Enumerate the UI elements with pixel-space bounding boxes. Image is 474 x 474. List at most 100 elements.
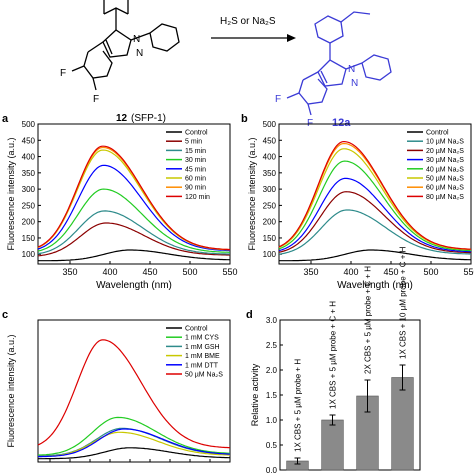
x-tick-label: 500 bbox=[423, 267, 438, 277]
series-line-1 bbox=[37, 416, 230, 456]
category-label: 1X CBS + 10 µM probe + C + H bbox=[399, 246, 408, 359]
x-tick-label: 350 bbox=[62, 267, 77, 277]
reactant-n1: N bbox=[133, 34, 140, 45]
y-tick-label: 2.5 bbox=[266, 341, 278, 350]
panel-b-spectra: 100 150 200 250 300 350 400 450 500 350 400 450 500 5… bbox=[247, 120, 474, 291]
reactant-structure bbox=[71, 0, 180, 91]
y-axis-label: Fluorescence intensity (a.u.) bbox=[6, 137, 16, 250]
reactant-f1: F bbox=[60, 68, 66, 79]
series-line-2 bbox=[278, 191, 471, 254]
y-tick-label: 300 bbox=[263, 185, 277, 194]
panel-label-a: a bbox=[2, 113, 9, 125]
x-axis-label: Wavelength (nm) bbox=[337, 280, 413, 291]
legend-entry: 30 min bbox=[185, 157, 206, 164]
x-axis-label: Wavelength (nm) bbox=[96, 280, 172, 291]
product-n1: N bbox=[348, 64, 355, 75]
bar-1 bbox=[321, 419, 344, 471]
legend-entry: 20 µM Na₂S bbox=[426, 148, 464, 155]
series-line-7 bbox=[278, 141, 471, 250]
series-line-7 bbox=[37, 145, 231, 251]
arrowhead-icon bbox=[287, 34, 296, 42]
legend-entry: 15 min bbox=[185, 148, 206, 155]
y-axis-label: Relative activity bbox=[250, 363, 260, 426]
y-tick-label: 500 bbox=[263, 120, 277, 129]
legend-entry: 50 µM Na₂S bbox=[185, 372, 223, 379]
y-tick-label: 350 bbox=[263, 169, 277, 178]
y-tick-label: 200 bbox=[263, 218, 277, 227]
category-label: 1X CBS + 5 µM probe + H bbox=[294, 359, 303, 452]
plot-frame bbox=[37, 123, 231, 265]
panel-d-bar-chart: 0.0 0.5 1.0 1.5 2.0 2.5 3.0 Relative activity 1X… bbox=[250, 246, 421, 474]
x-tick-label: 500 bbox=[182, 267, 197, 277]
series-line-1 bbox=[278, 209, 471, 255]
category-label: 1X CBS + 5 µM probe + C + H bbox=[329, 301, 338, 409]
product-label: 12a bbox=[332, 117, 351, 129]
series-line-4 bbox=[37, 164, 231, 252]
x-tick-label: 450 bbox=[142, 267, 157, 277]
y-tick-label: 250 bbox=[263, 201, 277, 210]
y-tick-label: 100 bbox=[263, 250, 277, 259]
panel-a-spectra: 100 150 200 250 300 350 400 450 500 350 400 450 500 5… bbox=[6, 120, 238, 291]
x-tick-label: 400 bbox=[343, 267, 358, 277]
series-line-4 bbox=[38, 428, 230, 458]
legend-entry: Control bbox=[185, 326, 208, 333]
legend-entry: 90 min bbox=[185, 185, 206, 192]
panel-c-spectra: Fluorescence intensity (a.u.) Control 1 mM… bbox=[6, 319, 231, 463]
legend-entry: 50 µM Na₂S bbox=[426, 176, 464, 183]
legend-entry: 80 µM Na₂S bbox=[426, 194, 464, 201]
y-tick-label: 150 bbox=[263, 234, 277, 243]
y-tick-label: 350 bbox=[22, 169, 36, 178]
legend-entry: 120 min bbox=[185, 194, 210, 201]
series-line-2 bbox=[37, 210, 230, 255]
y-tick-label: 1.5 bbox=[266, 391, 278, 400]
series-line-0 bbox=[38, 447, 230, 460]
series-line-5 bbox=[37, 339, 231, 449]
y-tick-label: 2.0 bbox=[266, 366, 278, 375]
legend-entry: 40 µM Na₂S bbox=[426, 166, 464, 173]
reactant-name: (SFP-1) bbox=[131, 113, 166, 124]
plot-frame bbox=[37, 319, 231, 463]
legend-entry: Control bbox=[426, 130, 449, 137]
x-tick-label: 550 bbox=[222, 267, 237, 277]
product-structure bbox=[286, 11, 392, 116]
x-tick-label: 450 bbox=[383, 267, 398, 277]
y-tick-label: 400 bbox=[22, 153, 36, 162]
legend-entry: 60 min bbox=[185, 176, 206, 183]
bar-3 bbox=[391, 377, 414, 471]
series-line-4 bbox=[278, 160, 472, 252]
series-line-3 bbox=[37, 188, 230, 253]
y-axis-label: Fluorescence intensity (a.u.) bbox=[6, 334, 16, 447]
panel-label-d: d bbox=[246, 309, 253, 321]
legend-entry: 30 µM Na₂S bbox=[426, 157, 464, 164]
x-tick-label: 400 bbox=[102, 267, 117, 277]
y-tick-label: 250 bbox=[22, 201, 36, 210]
y-tick-label: 450 bbox=[263, 136, 277, 145]
y-tick-label: 400 bbox=[263, 153, 277, 162]
y-tick-label: 0.5 bbox=[266, 441, 278, 450]
y-tick-label: 150 bbox=[22, 234, 36, 243]
product-n2: N bbox=[351, 78, 358, 89]
legend-entry: 5 min bbox=[185, 139, 202, 146]
y-tick-label: 1.0 bbox=[266, 416, 278, 425]
y-tick-label: 500 bbox=[22, 120, 36, 129]
series-line-0 bbox=[38, 249, 231, 262]
y-tick-label: 200 bbox=[22, 218, 36, 227]
reactant-label: 12 bbox=[116, 113, 128, 124]
reactant-f2: F bbox=[93, 94, 99, 105]
panel-label-b: b bbox=[241, 113, 248, 125]
panel-label-c: c bbox=[2, 309, 8, 321]
y-tick-label: 100 bbox=[22, 250, 36, 259]
reactant-n2: N bbox=[136, 48, 143, 59]
category-label: 2X CBS + 5 µM probe + C + H bbox=[364, 266, 373, 374]
y-tick-label: 450 bbox=[22, 136, 36, 145]
series-line-3 bbox=[37, 431, 230, 458]
product-f1: F bbox=[275, 94, 281, 105]
plot-frame bbox=[278, 123, 472, 265]
legend-entry: 1 mM GSH bbox=[185, 344, 220, 351]
legend-entry: 1 mM BME bbox=[185, 353, 220, 360]
series-line-0 bbox=[279, 249, 472, 262]
legend-entry: 1 mM DTT bbox=[185, 362, 219, 369]
legend-entry: Control bbox=[185, 130, 208, 137]
reaction-scheme: N N F F 12 (SFP-1) H₂S or Na₂S N N F F 1… bbox=[60, 0, 392, 129]
